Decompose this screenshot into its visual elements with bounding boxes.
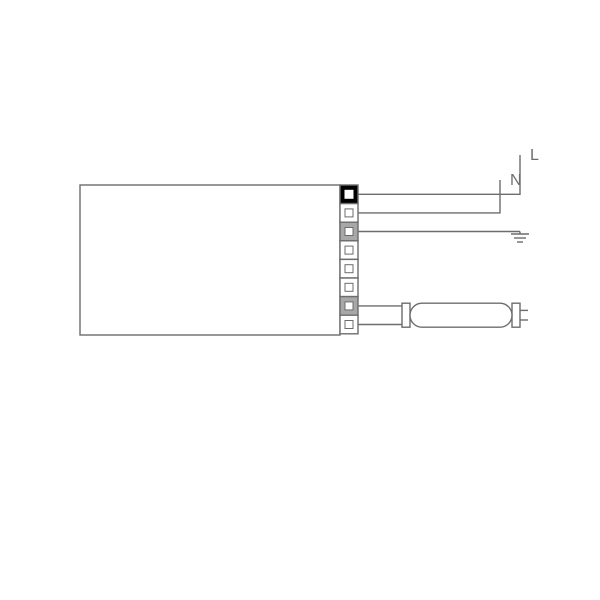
wire-line [358,155,520,194]
label-neutral: N [510,172,522,189]
terminal-4-hole [345,265,353,273]
terminal-2-hole [345,228,353,236]
terminal-0-hole [345,190,353,198]
lamp-symbol [402,303,528,327]
ballast-box [80,185,340,335]
terminal-3-hole [345,246,353,254]
terminal-strip [340,185,358,334]
wires [358,155,520,325]
ground-symbol [511,232,529,243]
wire-neutral [358,180,500,213]
terminal-7-hole [345,321,353,329]
label-line: L [530,147,539,164]
terminal-1-hole [345,209,353,217]
terminal-6-hole [345,302,353,310]
terminal-5-hole [345,283,353,291]
wiring-diagram: L N [0,0,600,600]
